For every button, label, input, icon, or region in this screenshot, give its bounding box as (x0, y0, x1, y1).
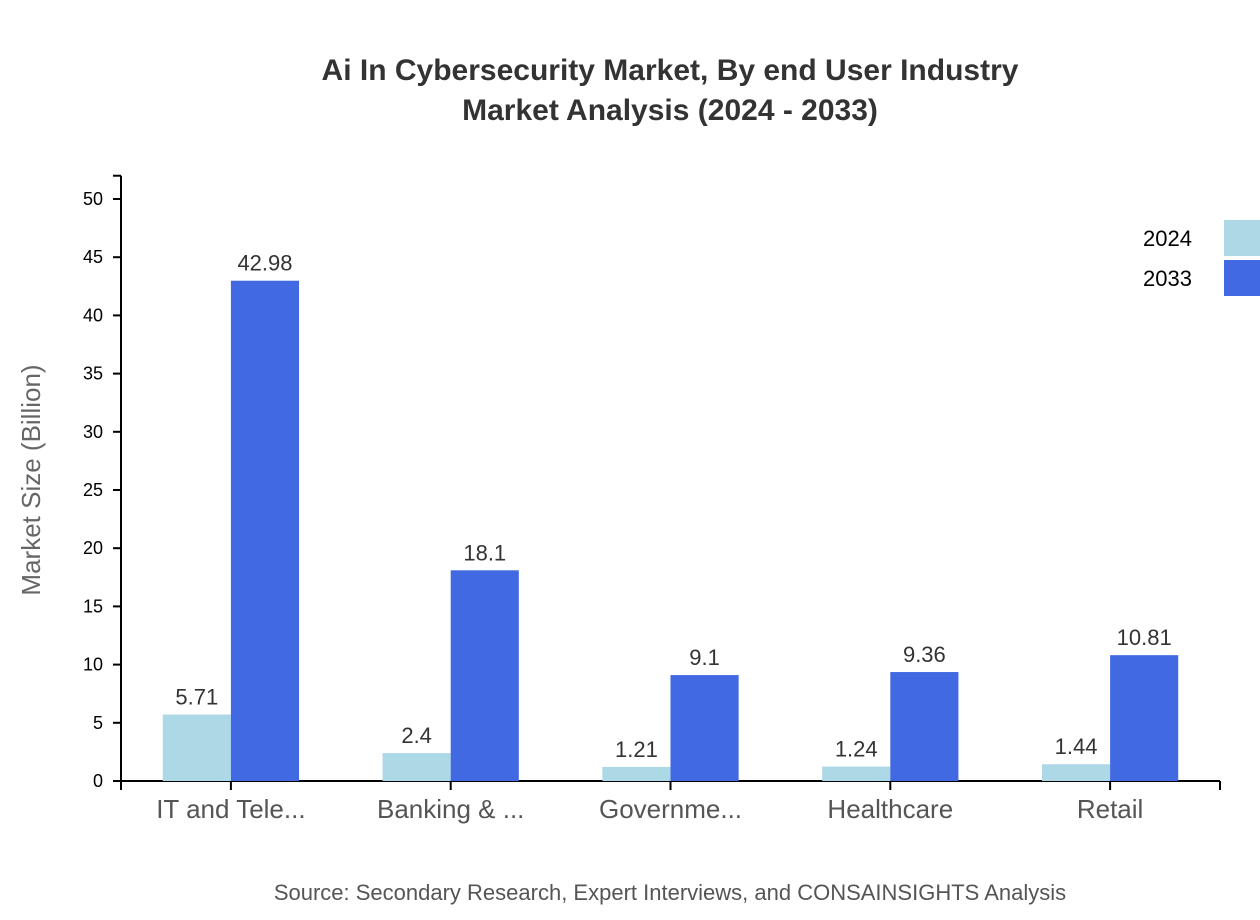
bar-2024 (1041, 764, 1111, 781)
bar-2024 (602, 766, 671, 781)
chart-title: Ai In Cybersecurity Market, By end User … (322, 54, 1019, 87)
plot-area: 0 5 10 15 20 25 30 35 40 45 50 IT and Tele... 5.71 42… (83, 174, 1221, 824)
source-note: Source: Secondary Research, Expert Inter… (274, 880, 1066, 905)
x-tick-label: Healthcare (827, 794, 953, 824)
legend-label: 2033 (1143, 266, 1192, 291)
bar-2024 (162, 714, 231, 781)
x-tick-label: Governme... (599, 794, 742, 824)
bar-2024 (382, 753, 451, 781)
data-label: 10.81 (1117, 625, 1172, 650)
data-label: 42.98 (237, 251, 292, 276)
legend-label: 2024 (1143, 226, 1192, 251)
x-tick-label: Retail (1077, 794, 1143, 824)
chart-subtitle: Market Analysis (2024 - 2033) (462, 94, 878, 127)
y-axis-label: Market Size (Billion) (16, 364, 46, 595)
data-label: 1.21 (615, 737, 658, 762)
y-tick-label: 10 (83, 655, 103, 675)
y-tick-label: 20 (83, 538, 103, 558)
legend-swatch-2033 (1224, 260, 1260, 296)
y-tick-label: 30 (83, 422, 103, 442)
data-label: 9.36 (903, 642, 946, 667)
y-tick-label: 25 (83, 480, 103, 500)
data-label: 9.1 (689, 645, 720, 670)
y-tick-label: 0 (93, 771, 103, 791)
x-tick-label: Banking & ... (377, 794, 524, 824)
legend: 2024 2033 (1143, 220, 1260, 296)
bar-2033 (230, 280, 300, 781)
data-label: 1.24 (835, 737, 878, 762)
data-label: 5.71 (175, 685, 218, 710)
data-label: 18.1 (463, 540, 506, 565)
bar-2024 (822, 766, 891, 781)
data-label: 2.4 (401, 723, 432, 748)
y-tick-label: 40 (83, 305, 103, 325)
legend-swatch-2024 (1224, 220, 1260, 256)
bar-2033 (1110, 655, 1179, 781)
y-tick-label: 50 (83, 189, 103, 209)
y-tick-label: 35 (83, 364, 103, 384)
y-tick-label: 45 (83, 247, 103, 267)
bar-2033 (670, 675, 739, 781)
y-tick-label: 15 (83, 596, 103, 616)
data-label: 1.44 (1055, 734, 1098, 759)
bar-2033 (450, 570, 519, 781)
x-tick-label: IT and Tele... (156, 794, 305, 824)
y-tick-label: 5 (93, 713, 103, 733)
bar-2033 (890, 672, 959, 781)
